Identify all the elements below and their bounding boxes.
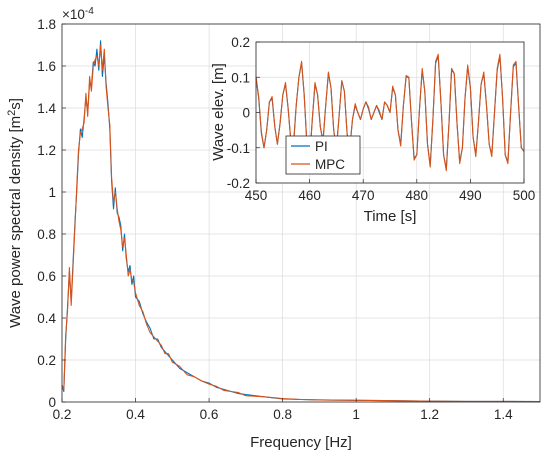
inset-x-tick-label: 500 <box>513 188 536 203</box>
inset-y-tick-label: -0.1 <box>227 141 250 156</box>
main-y-tick-label: 0.2 <box>37 353 56 368</box>
inset-y-tick-label: -0.2 <box>227 176 250 191</box>
main-x-tick-label: 0.6 <box>200 407 219 422</box>
main-y-tick-label: 0.4 <box>37 311 56 326</box>
main-y-tick-label: 1.8 <box>37 17 56 32</box>
main-x-tick-label: 1.2 <box>420 407 439 422</box>
inset-x-tick-label: 450 <box>245 188 268 203</box>
main-series-mpc-line <box>61 44 541 403</box>
inset-ticks: 450 460 470 480 490 500 -0.2 -0.1 0 0.1 0.2 <box>227 35 536 203</box>
legend-box <box>285 135 361 175</box>
main-ticks: 0.2 0.4 0.6 0.8 1 1.2 1.400.20.40.60.811.21.41… <box>37 17 513 422</box>
main-y-axis-label-superscript: 2 <box>6 110 18 116</box>
inset-y-tick-label: 0.1 <box>231 70 250 85</box>
main-x-tick-label: 1 <box>352 407 360 422</box>
main-series-group <box>61 40 541 403</box>
inset-x-tick-label: 460 <box>298 188 321 203</box>
main-x-tick-label: 1.4 <box>494 407 513 422</box>
inset-y-tick-label: 0 <box>242 106 250 121</box>
main-exponent-power: -4 <box>85 6 94 17</box>
main-y-axis-label-tail: s] <box>7 98 24 110</box>
main-y-tick-label: 1.2 <box>37 143 56 158</box>
inset-x-tick-label: 470 <box>352 188 375 203</box>
main-y-tick-label: 0 <box>48 395 56 410</box>
main-exponent-label: ×10-4 <box>62 6 94 22</box>
inset-y-axis-label: Wave elev. [m] <box>210 63 227 161</box>
main-x-tick-label: 0.8 <box>273 407 292 422</box>
inset-legend: PI MPC <box>285 135 361 175</box>
main-y-tick-label: 1.4 <box>37 101 56 116</box>
inset-x-tick-label: 480 <box>406 188 429 203</box>
main-y-tick-label: 0.6 <box>37 269 56 284</box>
main-x-tick-label: 0.4 <box>126 407 145 422</box>
inset-series-mpc-line <box>255 53 525 172</box>
legend-label-pi: PI <box>315 139 328 154</box>
inset-plot: 450 460 470 480 490 500 -0.2 -0.1 0 0.1 0.2 Time [… <box>210 35 535 225</box>
main-y-tick-label: 0.8 <box>37 227 56 242</box>
inset-y-tick-label: 0.2 <box>231 35 250 50</box>
main-y-axis-label: Wave power spectral density [m2s] <box>6 98 24 328</box>
inset-series-group <box>255 53 525 172</box>
legend-label-mpc: MPC <box>315 157 345 172</box>
inset-x-axis-label: Time [s] <box>364 208 417 225</box>
main-x-axis-label: Frequency [Hz] <box>250 434 352 451</box>
main-x-tick-label: 0.2 <box>53 407 72 422</box>
inset-x-tick-label: 490 <box>459 188 482 203</box>
main-y-tick-label: 1 <box>48 185 56 200</box>
main-plot-frame <box>61 23 541 403</box>
main-y-tick-label: 1.6 <box>37 59 56 74</box>
